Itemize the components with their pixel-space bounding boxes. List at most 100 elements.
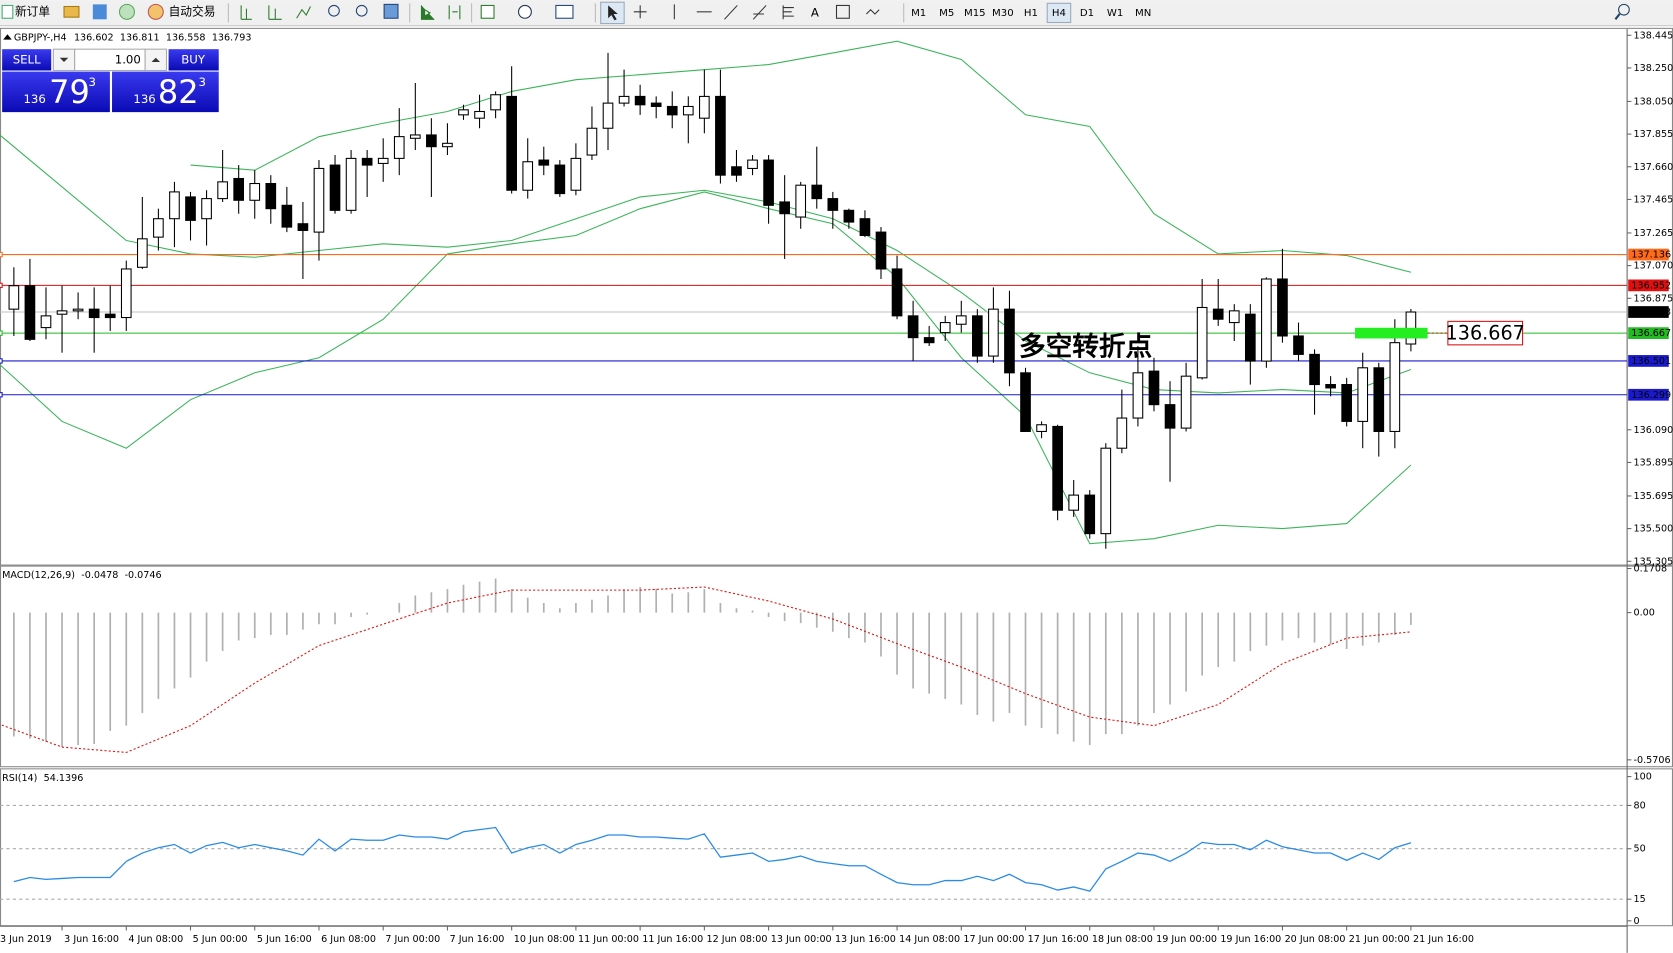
timeframe[interactable]: M15 xyxy=(964,8,986,19)
x-tick-label: 12 Jun 08:00 xyxy=(706,934,767,945)
candle-body xyxy=(1309,353,1320,386)
zoom-out[interactable] xyxy=(355,4,368,17)
candle-body xyxy=(1004,308,1015,374)
icon[interactable] xyxy=(1,4,14,19)
indicators[interactable] xyxy=(480,4,495,19)
trendline-tool[interactable] xyxy=(724,5,738,20)
candle-body xyxy=(1100,447,1112,535)
candle-body xyxy=(1068,494,1080,511)
icon[interactable] xyxy=(240,5,252,20)
candle-body xyxy=(281,204,293,228)
candle-body xyxy=(1196,306,1208,379)
y-tick-label: 0.1708 xyxy=(1634,564,1668,575)
candle-body xyxy=(88,308,100,319)
icon xyxy=(151,57,161,62)
autoscroll[interactable] xyxy=(420,5,435,20)
bid-big: 136 xyxy=(23,92,45,106)
candle-body xyxy=(666,105,678,116)
chart-shift[interactable] xyxy=(448,5,461,20)
arrows-tool[interactable] xyxy=(865,8,880,15)
candle-body xyxy=(249,182,261,201)
candle-body xyxy=(923,337,935,344)
timeframe[interactable]: H1 xyxy=(1024,8,1038,19)
bid-pips: 79 xyxy=(49,73,90,111)
text-tool[interactable]: A xyxy=(811,5,819,19)
candle-body xyxy=(1020,372,1031,432)
candle-body xyxy=(522,161,534,191)
icon[interactable] xyxy=(296,6,311,19)
fibo-tool[interactable] xyxy=(782,5,794,20)
candle-body xyxy=(955,315,967,325)
price-line-tag xyxy=(1628,279,1669,292)
price-line-label: 136.299 xyxy=(1631,390,1671,401)
label-tool[interactable] xyxy=(835,4,850,19)
candle-body xyxy=(1084,494,1096,535)
auto-trading[interactable]: 自动交易 xyxy=(169,4,216,18)
timeframe[interactable]: H4 xyxy=(1052,8,1066,19)
icon xyxy=(59,57,69,62)
candle-body xyxy=(120,268,132,319)
icon[interactable] xyxy=(63,5,80,18)
x-tick-label: 17 Jun 16:00 xyxy=(1028,934,1089,945)
macd-frame xyxy=(0,565,1673,768)
candle-body xyxy=(843,209,855,223)
candle-body xyxy=(538,159,550,166)
y-tick-label: 137.855 xyxy=(1634,129,1673,140)
zoom-in[interactable] xyxy=(328,4,340,17)
price-line-marker xyxy=(0,358,3,364)
sell-label[interactable]: SELL xyxy=(13,52,41,66)
x-tick-label: 5 Jun 00:00 xyxy=(193,934,248,945)
rsi-header: RSI(14) 54.1396 xyxy=(2,773,83,784)
buy-label[interactable]: BUY xyxy=(181,52,206,66)
candle-body xyxy=(442,142,453,148)
ask-pips: 82 xyxy=(158,73,199,111)
bollinger-band xyxy=(0,134,1412,394)
price-line-tag xyxy=(1628,388,1669,401)
search[interactable] xyxy=(1618,3,1630,16)
timeframe[interactable]: D1 xyxy=(1080,8,1094,19)
candle-body xyxy=(490,94,501,111)
icon[interactable] xyxy=(118,3,135,20)
timeframe[interactable]: M30 xyxy=(992,8,1014,19)
bid-box[interactable] xyxy=(2,71,110,113)
icon[interactable] xyxy=(268,5,282,20)
timeframe[interactable]: M5 xyxy=(939,8,954,19)
high: 136.811 xyxy=(120,32,160,43)
low: 136.558 xyxy=(166,32,206,43)
timeframe[interactable]: W1 xyxy=(1107,8,1123,19)
close: 136.793 xyxy=(212,32,252,43)
y-tick-label: 138.050 xyxy=(1634,96,1673,107)
candle-body xyxy=(40,315,52,329)
x-tick-label: 10 Jun 08:00 xyxy=(514,934,575,945)
templates[interactable] xyxy=(555,4,574,19)
price-line-marker xyxy=(0,330,3,336)
periods[interactable] xyxy=(518,4,532,19)
current-price-label: 136.793 xyxy=(1631,307,1671,318)
candle-body xyxy=(618,95,630,104)
channel-tool[interactable] xyxy=(752,5,767,20)
icon xyxy=(608,5,618,21)
icon[interactable] xyxy=(147,3,164,20)
candle-body xyxy=(827,198,839,211)
ask-box[interactable] xyxy=(112,71,219,113)
new-order[interactable]: 新订单 xyxy=(15,4,50,18)
signal-value: -0.0746 xyxy=(125,570,162,581)
collapse-icon[interactable] xyxy=(3,34,12,40)
buy-button[interactable] xyxy=(168,49,219,71)
candle-body xyxy=(1036,424,1047,432)
search-handle xyxy=(1614,13,1621,20)
candle-body xyxy=(506,95,517,191)
crosshair[interactable] xyxy=(633,5,647,19)
timeframe[interactable]: MN xyxy=(1135,8,1151,19)
x-tick-label: 21 Jun 00:00 xyxy=(1349,934,1410,945)
lot-value[interactable]: 1.00 xyxy=(115,52,141,66)
candle-body xyxy=(313,167,325,233)
timeframe[interactable]: M1 xyxy=(911,8,926,19)
tile[interactable] xyxy=(383,3,399,19)
timeframes: M1 M5 M15 M30 H1 H4 D1 W1 MN xyxy=(911,2,1151,24)
chart-type-icons[interactable] xyxy=(240,5,311,20)
y-tick-label: 136.875 xyxy=(1634,293,1673,304)
icon[interactable] xyxy=(92,4,107,20)
sell-button[interactable] xyxy=(2,49,52,71)
candle-body xyxy=(682,105,694,116)
